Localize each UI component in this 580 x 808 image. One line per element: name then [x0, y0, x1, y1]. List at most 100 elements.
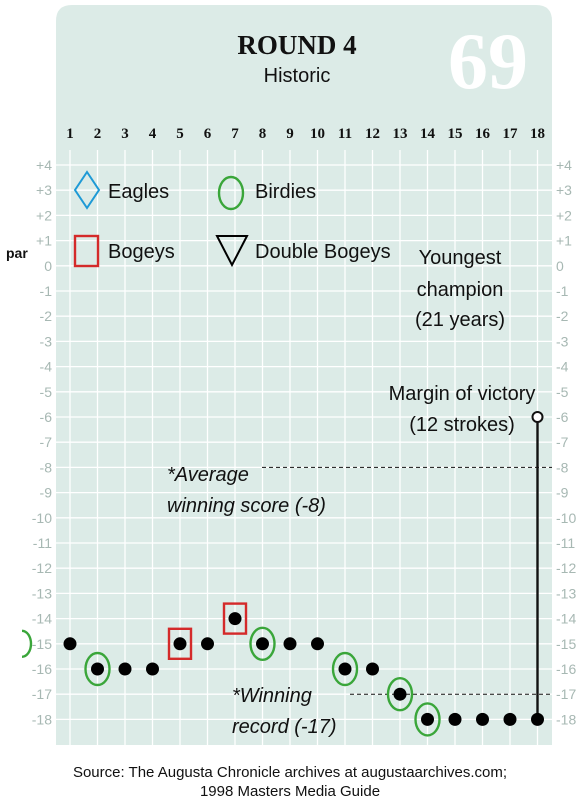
y-tick-label-right: -14 — [556, 611, 576, 627]
y-tick-label-right: +3 — [556, 182, 572, 198]
y-tick-label-left: 0 — [44, 258, 52, 274]
y-tick-label-left: -8 — [40, 459, 53, 475]
birdie-icon — [217, 175, 245, 211]
birdie-ring — [414, 702, 441, 737]
margin-start-marker — [531, 411, 544, 423]
birdie-ring — [249, 626, 276, 661]
score-point — [503, 712, 517, 726]
y-tick-label-left: -11 — [33, 535, 52, 551]
y-tick-label-left: +4 — [36, 157, 52, 173]
x-tick-label: 14 — [420, 126, 436, 142]
y-tick-label-right: -6 — [556, 409, 569, 425]
score-point — [201, 637, 214, 651]
y-tick-label-right: -7 — [556, 434, 569, 450]
y-tick-label-left: +3 — [36, 182, 52, 198]
y-tick-label-right: +1 — [556, 233, 572, 249]
y-tick-label-right: -15 — [556, 636, 576, 652]
y-tick-label-left: -12 — [32, 560, 52, 576]
x-tick-label: 12 — [365, 126, 380, 142]
bogey-icon — [73, 234, 100, 268]
legend-double-bogeys-label: Double Bogeys — [255, 241, 391, 263]
score-point — [311, 637, 324, 651]
double-bogey-icon — [215, 235, 249, 268]
x-tick-label: 1 — [66, 126, 74, 142]
x-tick-label: 11 — [338, 126, 352, 142]
y-tick-label-left: -9 — [40, 485, 53, 501]
y-tick-label-right: -11 — [556, 535, 575, 551]
eagle-icon — [73, 170, 101, 210]
chart-subtitle: Historic — [264, 65, 331, 87]
x-tick-label: 13 — [393, 126, 408, 142]
y-tick-label-left: -4 — [40, 359, 53, 375]
score-markers — [0, 170, 544, 737]
score-point — [173, 637, 187, 651]
y-tick-label-right: -13 — [556, 585, 576, 601]
x-tick-label: 9 — [286, 126, 294, 142]
winning-record-text: record (-17) — [232, 716, 336, 738]
score-point — [146, 662, 159, 676]
y-tick-label-right: -10 — [556, 510, 576, 526]
y-tick-label-left: +1 — [36, 233, 52, 249]
y-tick-label-right: 0 — [556, 258, 564, 274]
y-tick-label-right: -17 — [556, 686, 576, 702]
average-winning-text: *Average — [167, 464, 249, 486]
bogey-box — [222, 602, 248, 635]
y-tick-label-right: +2 — [556, 207, 572, 223]
x-tick-label: 18 — [530, 126, 545, 142]
y-tick-label-left: -5 — [40, 384, 53, 400]
par-label: par — [6, 245, 28, 261]
y-tick-label-left: -15 — [32, 636, 52, 652]
y-tick-label-right: -8 — [556, 459, 569, 475]
legend-eagles-label: Eagles — [108, 181, 169, 203]
legend-birdies-label: Birdies — [255, 181, 316, 203]
y-tick-label-left: -2 — [40, 308, 53, 324]
y-tick-label-right: +4 — [556, 157, 572, 173]
x-tick-label: 16 — [475, 126, 491, 142]
bogey-box — [167, 627, 193, 660]
legend-bogeys-label: Bogeys — [108, 241, 175, 263]
youngest-champion-text: Youngest — [419, 247, 502, 269]
annotation-lines — [262, 411, 552, 720]
y-tick-label-left: -1 — [40, 283, 53, 299]
chart-panel — [56, 5, 552, 745]
x-tick-label: 17 — [503, 126, 519, 142]
x-tick-label: 4 — [149, 126, 157, 142]
birdie-ring — [386, 677, 414, 712]
source-line-1: Source: The Augusta Chronicle archives a… — [72, 764, 508, 781]
x-tick-label: 6 — [204, 126, 212, 142]
source-line-2: 1998 Masters Media Guide — [199, 783, 381, 800]
margin-of-victory-text: Margin of victory — [389, 383, 536, 405]
y-tick-label-right: -18 — [556, 711, 576, 727]
y-tick-label-right: -3 — [556, 333, 569, 349]
birdie-ring — [84, 651, 111, 687]
start-ring-mask — [0, 627, 22, 660]
score-point — [63, 637, 77, 651]
score-point — [118, 662, 132, 676]
chart-title: ROUND 4 — [237, 30, 356, 60]
score-point — [393, 687, 407, 701]
y-tick-label-right: -4 — [556, 359, 569, 375]
winning-record-text: *Winning — [232, 685, 312, 707]
score-point — [228, 612, 242, 626]
x-tick-label: 7 — [231, 126, 239, 142]
x-tick-label: 8 — [259, 126, 267, 142]
y-tick-label-left: -3 — [40, 333, 53, 349]
score-point — [476, 712, 489, 726]
y-tick-label-left: -14 — [32, 611, 52, 627]
youngest-champion-text: champion — [417, 279, 504, 301]
score-point — [366, 662, 379, 676]
y-tick-label-right: -5 — [556, 384, 569, 400]
margin-of-victory-text: (12 strokes) — [409, 414, 515, 436]
x-tick-label: 3 — [121, 126, 129, 142]
y-tick-label-left: -13 — [32, 585, 52, 601]
x-tick-label: 10 — [310, 126, 325, 142]
x-tick-label: 5 — [176, 126, 184, 142]
score-point — [448, 712, 462, 726]
score-point — [531, 712, 544, 726]
y-tick-label-left: -16 — [32, 661, 52, 677]
y-tick-label-right: -16 — [556, 661, 576, 677]
chart-text: ROUND 4 Historic 6 9 Eagles Birdies Bogeys Doub… — [108, 18, 535, 738]
score-point — [283, 637, 297, 651]
youngest-champion-text: (21 years) — [415, 309, 505, 331]
